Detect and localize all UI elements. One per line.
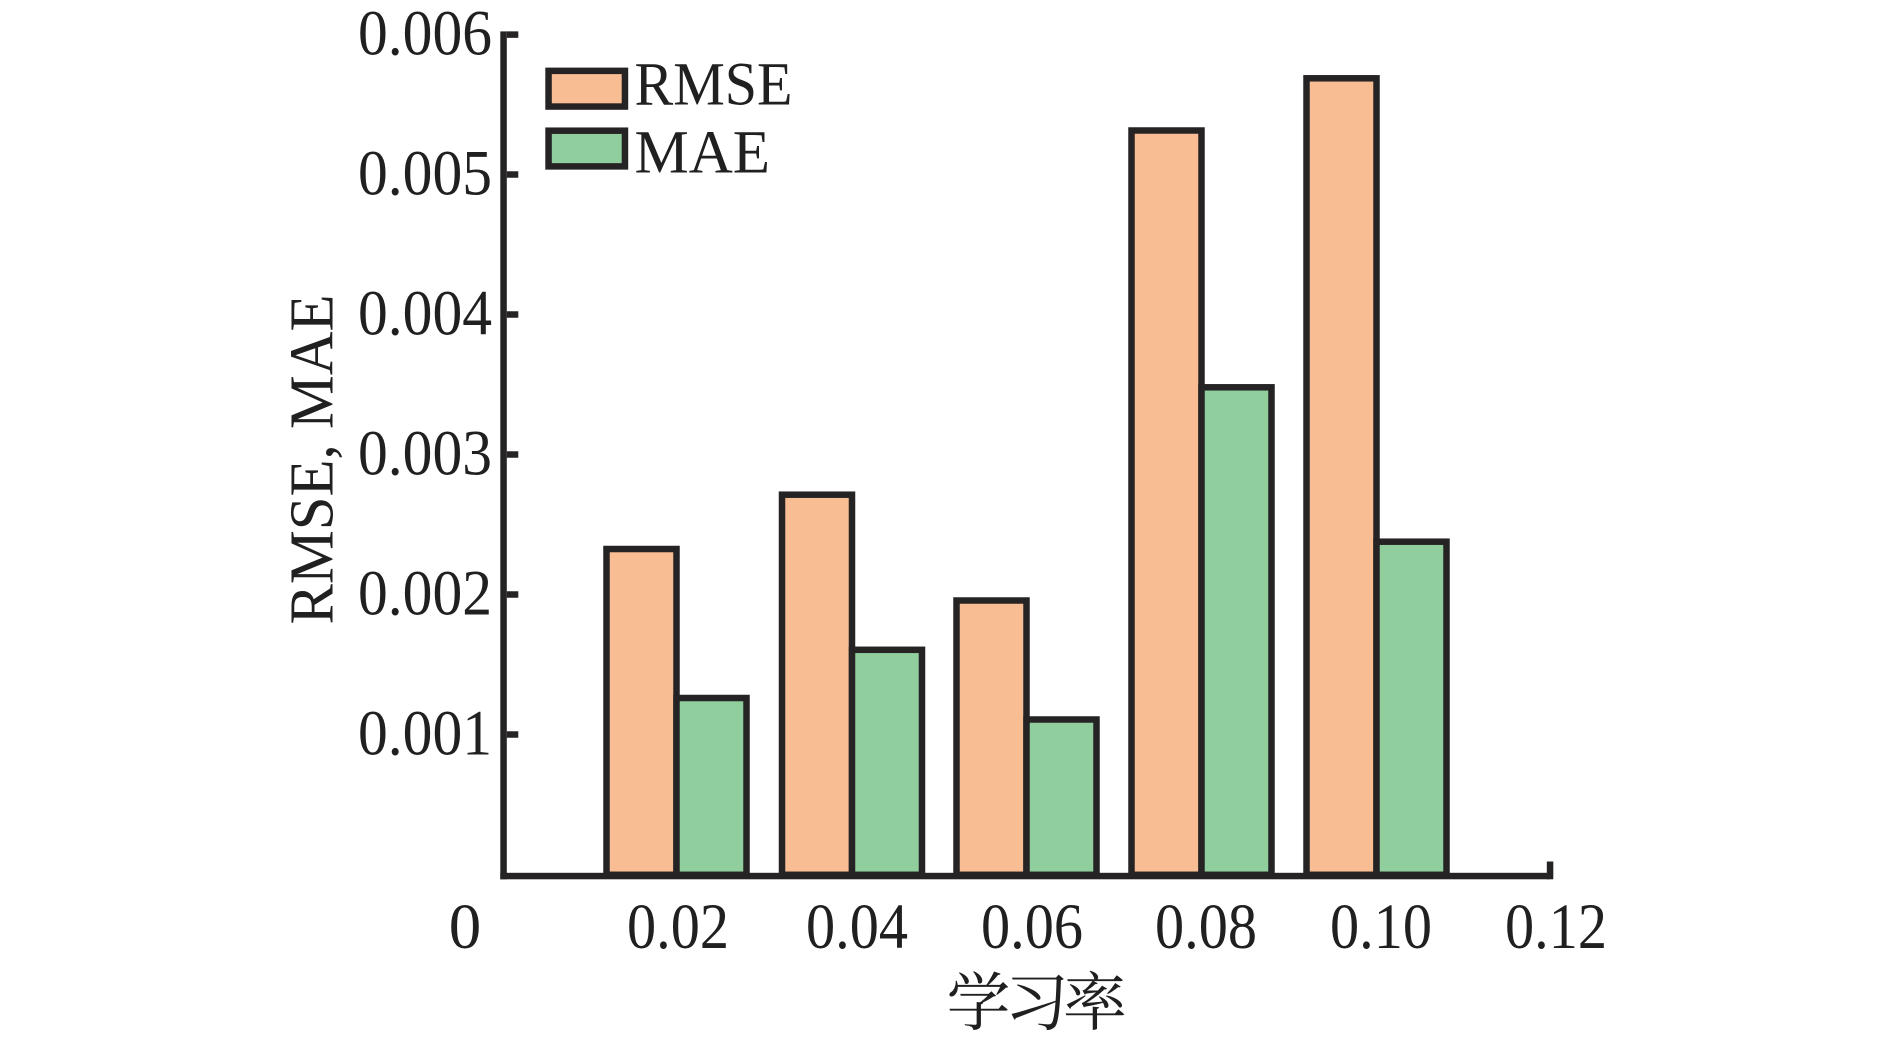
- svg-text:0.04: 0.04: [806, 891, 908, 963]
- svg-text:0.12: 0.12: [1505, 891, 1607, 963]
- svg-text:0.002: 0.002: [358, 558, 492, 630]
- svg-text:0.02: 0.02: [627, 891, 729, 963]
- svg-text:0.003: 0.003: [358, 418, 492, 490]
- svg-text:0.10: 0.10: [1330, 891, 1432, 963]
- svg-text:0.06: 0.06: [981, 891, 1083, 963]
- svg-text:0.004: 0.004: [358, 278, 492, 350]
- svg-text:MAE: MAE: [635, 120, 771, 187]
- svg-text:RMSE, MAE: RMSE, MAE: [279, 295, 347, 625]
- svg-text:RMSE: RMSE: [635, 52, 793, 119]
- svg-text:0: 0: [449, 891, 482, 963]
- svg-text:0.08: 0.08: [1155, 891, 1257, 963]
- svg-text:0.006: 0.006: [358, 0, 492, 70]
- svg-text:0.005: 0.005: [358, 138, 492, 210]
- svg-text:0.001: 0.001: [358, 698, 492, 770]
